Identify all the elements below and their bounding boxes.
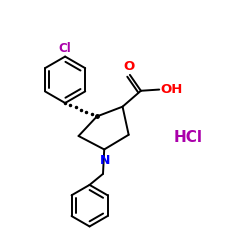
Text: O: O (123, 60, 134, 73)
Text: N: N (100, 154, 111, 167)
Text: Cl: Cl (59, 42, 72, 55)
Text: HCl: HCl (174, 130, 203, 145)
Text: OH: OH (160, 83, 182, 96)
